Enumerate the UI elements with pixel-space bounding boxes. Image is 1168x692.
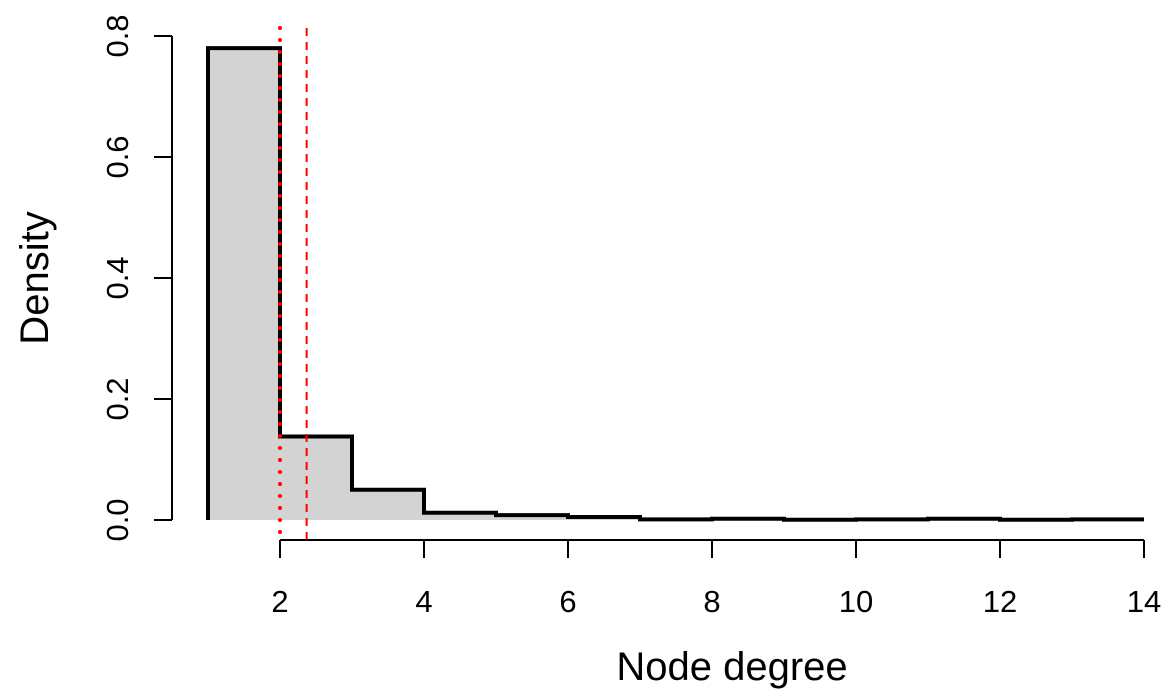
x-tick-label: 12 — [983, 584, 1017, 619]
x-tick-label: 10 — [839, 584, 873, 619]
y-tick-label: 0.8 — [100, 14, 135, 57]
y-tick-label: 0.4 — [100, 256, 135, 299]
x-tick-label: 6 — [559, 584, 576, 619]
histogram-bar-2 — [280, 436, 352, 520]
y-tick-label: 0.6 — [100, 135, 135, 178]
histogram-bar-3 — [352, 489, 424, 520]
x-tick-label: 8 — [703, 584, 720, 619]
y-axis: 0.0 0.2 0.4 0.6 0.8 — [100, 14, 173, 542]
histogram-outline — [206, 46, 1144, 522]
y-tick-label: 0.0 — [100, 498, 135, 541]
y-axis-title: Density — [13, 211, 57, 344]
histogram-bar-5 — [496, 515, 568, 520]
histogram-bar-1 — [208, 48, 280, 520]
x-axis: 2 4 6 8 10 12 14 — [271, 539, 1161, 619]
y-tick-label: 0.2 — [100, 377, 135, 420]
x-tick-label: 14 — [1127, 584, 1161, 619]
x-tick-label: 4 — [415, 584, 432, 619]
reference-lines — [278, 26, 308, 542]
histogram-bar-4 — [424, 512, 496, 520]
x-tick-label: 2 — [271, 584, 288, 619]
x-axis-title: Node degree — [616, 645, 847, 689]
histogram-bars — [208, 48, 1144, 520]
